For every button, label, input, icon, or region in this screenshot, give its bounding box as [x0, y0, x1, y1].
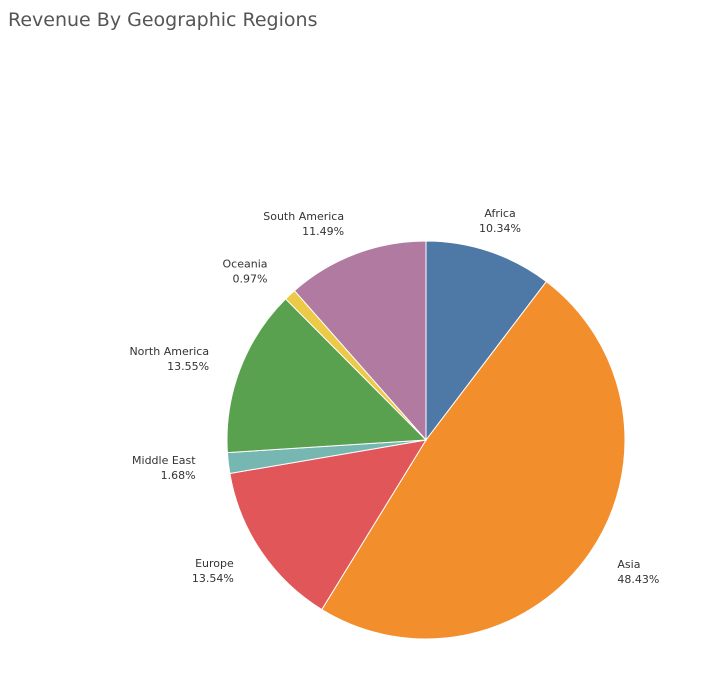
slice-label-south-america: South America	[263, 210, 344, 223]
slice-label-middle-east: Middle East	[132, 454, 196, 467]
slice-label-asia: Asia	[617, 558, 640, 571]
slice-value-europe: 13.54%	[192, 572, 234, 585]
slice-value-oceania: 0.97%	[233, 273, 268, 286]
pie-slice-north-america[interactable]	[226, 298, 428, 454]
slice-value-africa: 10.34%	[479, 222, 521, 235]
slice-label-north-america: North America	[129, 345, 209, 358]
pie-slice-europe[interactable]	[229, 439, 428, 611]
slice-label-oceania: Oceania	[223, 258, 268, 271]
slice-value-north-america: 13.55%	[167, 360, 209, 373]
slice-value-middle-east: 1.68%	[161, 469, 196, 482]
pie-slice-asia[interactable]	[321, 280, 626, 640]
slice-label-africa: Africa	[484, 207, 515, 220]
slice-value-asia: 48.43%	[617, 573, 659, 586]
chart-title: Revenue By Geographic Regions	[8, 9, 318, 31]
pie-slices	[226, 240, 626, 640]
pie-slice-south-america[interactable]	[293, 240, 427, 442]
pie-slice-africa[interactable]	[425, 240, 548, 442]
slice-value-south-america: 11.49%	[302, 225, 344, 238]
slice-label-europe: Europe	[195, 557, 234, 570]
pie-labels: Africa 10.34% Asia 48.43% Europe 13.54% Middle…	[129, 207, 659, 586]
